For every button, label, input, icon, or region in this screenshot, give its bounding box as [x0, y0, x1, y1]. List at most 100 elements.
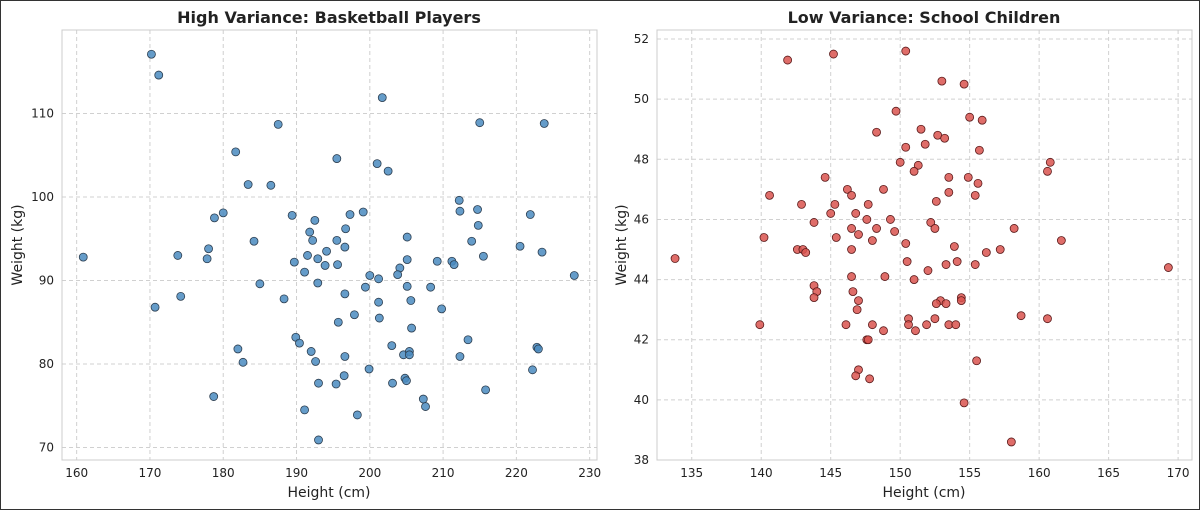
scatter-point [340, 242, 350, 252]
x-tick-label: 190 [285, 466, 308, 480]
scatter-point [300, 405, 309, 415]
scatter-point [310, 215, 320, 225]
scatter-point [345, 210, 355, 219]
scatter-point [528, 365, 537, 375]
chart-title: Low Variance: School Children [788, 8, 1061, 27]
scatter-point [972, 356, 982, 366]
scatter-point [922, 320, 931, 330]
scatter-point [475, 118, 485, 128]
scatter-point [890, 227, 900, 236]
scatter-point [801, 248, 811, 257]
scatter-point [243, 180, 253, 189]
scatter-point [902, 257, 912, 266]
scatter-point [233, 344, 243, 354]
scatter-point [872, 224, 881, 233]
scatter-point [350, 310, 359, 320]
scatter-point [176, 291, 186, 301]
scatter-point [974, 145, 984, 155]
scatter-point [977, 115, 987, 125]
scatter-point [911, 326, 920, 336]
x-axis-label: Height (cm) [288, 485, 371, 501]
scatter-point [797, 200, 806, 209]
scatter-point [432, 256, 442, 266]
scatter-point [862, 215, 872, 224]
scatter-point [851, 209, 861, 218]
scatter-point [847, 245, 856, 254]
x-tick-label: 180 [212, 466, 235, 480]
scatter-point [926, 218, 936, 227]
scatter-point [1006, 437, 1016, 447]
scatter-point [970, 260, 980, 269]
scatter-point [854, 296, 863, 306]
scatter-point [525, 210, 535, 219]
tick-labels: 135 140 145 150 155 160 165 170 38 40 42 44 46 48 50 52 [634, 32, 1190, 480]
tick-labels: 160 170 180 190 200 210 220 230 70 80 90 100 110 [31, 106, 601, 480]
scatter-point [941, 260, 951, 269]
plot-area [656, 29, 1193, 461]
scatter-point [279, 294, 289, 304]
scatter-point [854, 230, 863, 239]
scatter-point [333, 317, 343, 327]
scatter-point [361, 282, 370, 292]
scatter-point [841, 320, 851, 330]
scatter-point [901, 239, 911, 248]
scatter-point [872, 127, 881, 137]
scatter-point [300, 267, 309, 277]
scatter-point [1043, 166, 1052, 176]
scatter-point [388, 378, 397, 388]
scatter-point [314, 435, 323, 445]
y-tick-label: 40 [634, 393, 649, 407]
x-tick-label: 230 [578, 466, 601, 480]
scatter-point [372, 159, 382, 168]
scatter-point [437, 304, 447, 314]
scatter-point [358, 207, 368, 217]
scatter-point [863, 200, 873, 209]
scatter-point [829, 49, 838, 59]
scatter-point [901, 46, 911, 56]
scatter-point [923, 266, 933, 275]
y-tick-label: 48 [634, 152, 649, 166]
y-tick-label: 110 [31, 106, 54, 120]
scatter-point [842, 184, 852, 194]
y-tick-label: 38 [634, 453, 649, 467]
scatter-points [670, 46, 1173, 447]
scatter-point [951, 320, 961, 330]
x-tick-label: 210 [432, 466, 455, 480]
scatter-point [387, 341, 397, 351]
scatter-point [940, 133, 950, 143]
scatter-point [322, 246, 331, 256]
scatter-point [154, 70, 164, 80]
y-tick-label: 52 [634, 32, 649, 46]
scatter-point [895, 157, 905, 167]
gridlines [62, 30, 597, 460]
y-tick-label: 90 [39, 273, 54, 287]
scatter-point [916, 124, 926, 134]
scatter-point [913, 160, 923, 170]
scatter-point [426, 282, 436, 292]
scatter-point [287, 210, 297, 220]
scatter-point [204, 244, 213, 254]
scatter-point [670, 254, 680, 263]
scatter-point [231, 147, 241, 157]
scatter-point [959, 79, 969, 89]
scatter-point [295, 338, 304, 348]
scatter-point [173, 251, 183, 260]
scatter-point [339, 371, 349, 381]
scatter-point [238, 357, 248, 367]
scatter-point [463, 335, 473, 345]
scatter-point [150, 302, 160, 312]
scatter-point [1056, 236, 1066, 245]
x-tick-label: 165 [1097, 466, 1120, 480]
scatter-point [78, 252, 88, 262]
scatter-point [831, 233, 841, 242]
scatter-point [852, 305, 862, 315]
y-tick-label: 70 [39, 440, 54, 454]
y-tick-label: 50 [634, 92, 649, 106]
scatter-point [930, 314, 940, 324]
scatter-point [909, 166, 919, 176]
scatter-point [963, 172, 973, 182]
scatter-point [765, 190, 774, 200]
scatter-point [340, 352, 350, 361]
y-tick-label: 44 [634, 273, 649, 287]
